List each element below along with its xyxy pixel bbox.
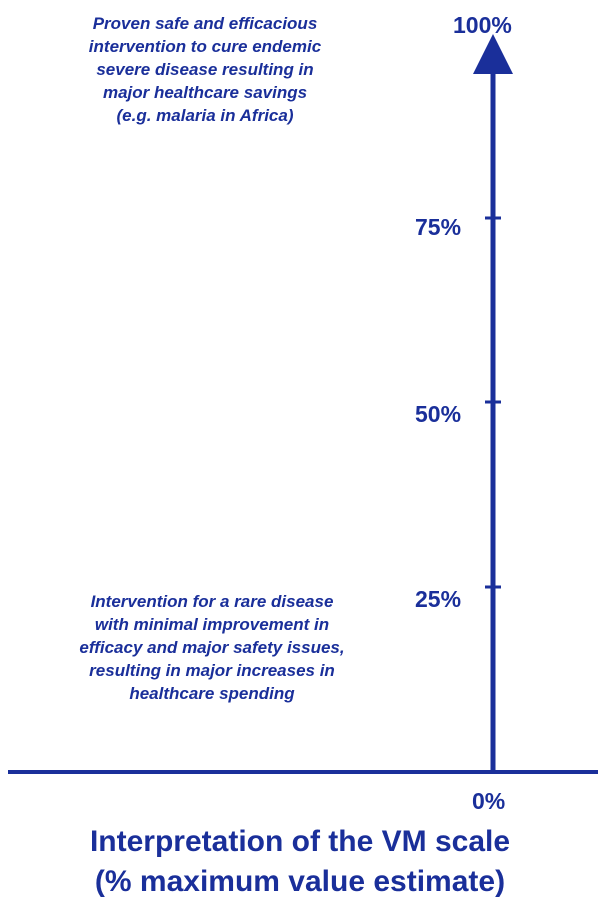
tick-label-75: 75%: [415, 214, 462, 240]
tick-label-100: 100%: [453, 12, 512, 38]
top-annotation-line: intervention to cure endemic: [88, 37, 322, 56]
bottom-annotation: Intervention for a rare disease with min…: [22, 590, 402, 705]
diagram-title-line-1: Interpretation of the VM scale: [89, 825, 511, 858]
tick-label-25: 25%: [415, 586, 462, 612]
top-annotation-line: major healthcare savings: [102, 83, 308, 102]
bottom-annotation-line: healthcare spending: [129, 684, 295, 703]
bottom-annotation-line: with minimal improvement in: [94, 615, 330, 634]
bottom-annotation-line: resulting in major increases in: [89, 661, 335, 680]
top-annotation: Proven safe and efficacious intervention…: [40, 12, 370, 127]
bottom-annotation-line: Intervention for a rare disease: [90, 592, 334, 611]
diagram-title-line-2: (% maximum value estimate): [94, 865, 506, 898]
top-annotation-line: Proven safe and efficacious: [92, 14, 318, 33]
tick-label-0: 0%: [472, 788, 506, 814]
top-annotation-line: (e.g. malaria in Africa): [116, 106, 294, 125]
top-annotation-line: severe disease resulting in: [96, 60, 314, 79]
bottom-annotation-line: efficacy and major safety issues,: [79, 638, 345, 657]
tick-label-50: 50%: [415, 401, 462, 427]
arrowhead-up-icon: [473, 34, 513, 74]
